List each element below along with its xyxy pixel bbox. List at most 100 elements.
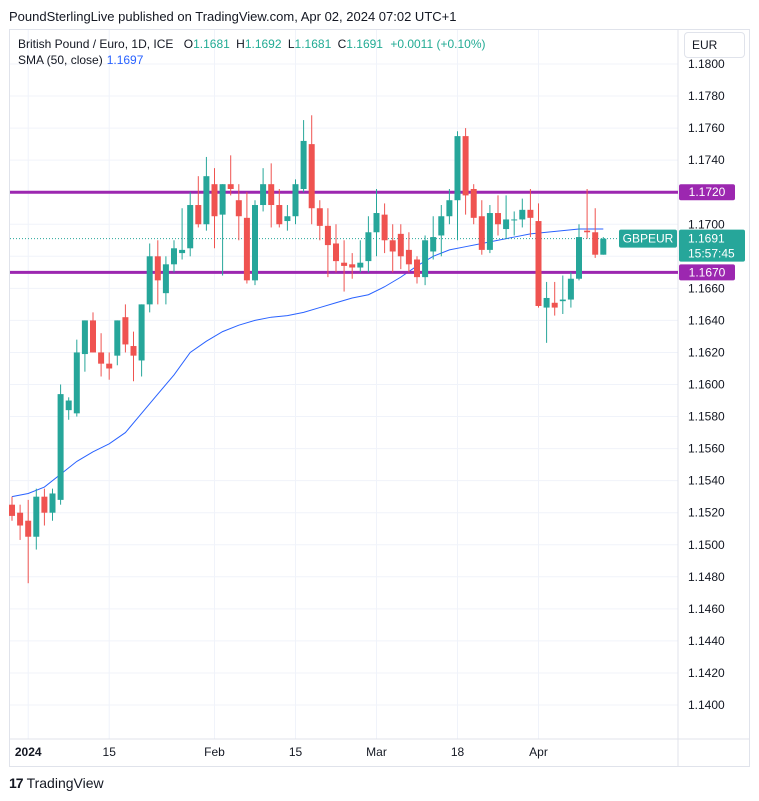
high-value: 1.1692 — [244, 37, 282, 51]
candle-body — [462, 136, 469, 196]
y-tick-label: 1.1580 — [688, 410, 725, 424]
x-axis: 2024 15 Feb 15 Mar 18 Apr — [15, 745, 548, 759]
candle-body — [114, 320, 121, 356]
y-tick-label: 1.1480 — [688, 570, 725, 584]
level-price-tag — [679, 264, 735, 281]
candle-body — [179, 249, 186, 254]
y-tick-label: 1.1760 — [688, 121, 725, 135]
candle-body — [503, 219, 510, 230]
candle-body — [171, 248, 177, 265]
candle-body — [17, 512, 24, 526]
candle-body — [527, 209, 534, 218]
x-tick-label: 15 — [289, 745, 303, 759]
candle-body — [430, 237, 437, 252]
candle-body — [341, 262, 348, 266]
publisher-line: PoundSterlingLive published on TradingVi… — [9, 9, 457, 24]
low-value: 1.1681 — [294, 37, 332, 51]
candle-body — [511, 219, 518, 221]
candle-body — [9, 504, 15, 516]
candle-body — [414, 259, 420, 278]
close-value: 1.1691 — [346, 37, 383, 51]
high-label: H — [236, 37, 245, 51]
candle-body — [138, 304, 145, 361]
last-price-label: 1.1691 — [688, 232, 725, 246]
tradingview-logo-icon: 17 — [9, 775, 24, 791]
symbol-badge — [619, 229, 677, 248]
y-tick-label: 1.1700 — [688, 217, 725, 231]
candle-body — [146, 256, 153, 305]
candle-body — [227, 184, 234, 189]
grid-lines — [10, 30, 678, 739]
candle-body — [446, 200, 453, 217]
candle-body — [357, 262, 364, 268]
axis-separators — [10, 30, 749, 766]
tradingview-brand: TradingView — [26, 775, 104, 791]
sma-label: SMA (50, close) — [18, 53, 103, 67]
x-tick-label: 18 — [451, 745, 465, 759]
y-tick-label: 1.1560 — [688, 442, 725, 456]
candle-body — [495, 213, 501, 225]
candle-body — [98, 352, 105, 364]
x-tick-label: Apr — [529, 745, 548, 759]
y-tick-label: 1.1620 — [688, 345, 725, 359]
candle-body — [154, 256, 161, 281]
candle-body — [162, 264, 169, 294]
y-tick-label: 1.1780 — [688, 89, 725, 103]
candle-body — [65, 400, 72, 411]
tradingview-logo[interactable]: 17 TradingView — [9, 775, 104, 791]
candle-body — [211, 184, 218, 217]
candle-body — [567, 278, 574, 300]
y-tick-label: 1.1660 — [688, 281, 725, 295]
candle-body — [130, 346, 137, 356]
candle-body — [397, 233, 404, 257]
candle-body — [478, 216, 485, 250]
level-price-label: 1.1720 — [689, 185, 726, 199]
y-tick-label: 1.1800 — [688, 57, 725, 71]
y-axis: 1.18001.17801.17601.17401.17201.17001.16… — [688, 57, 725, 712]
sma-row: SMA (50, close) 1.1697 — [18, 52, 486, 68]
candle-body — [422, 240, 429, 278]
last-price-tag — [679, 229, 745, 262]
candle-body — [81, 320, 88, 355]
open-value: 1.1681 — [193, 37, 230, 51]
candle-body — [252, 205, 258, 281]
candle-body — [405, 249, 412, 265]
candle-body — [576, 237, 582, 279]
chart-frame — [9, 29, 750, 767]
x-tick-label: 15 — [103, 745, 117, 759]
y-tick-label: 1.1640 — [688, 313, 725, 327]
candle-body — [284, 216, 291, 222]
candle-body — [41, 496, 48, 513]
level-price-label: 1.1670 — [689, 265, 726, 279]
candle-body — [276, 205, 283, 225]
y-tick-label: 1.1400 — [688, 698, 725, 712]
candle-body — [559, 299, 566, 302]
candle-body — [25, 520, 32, 537]
candle-body — [292, 184, 299, 217]
candle-body — [349, 264, 356, 268]
y-tick-label: 1.1500 — [688, 538, 725, 552]
candle-body — [333, 243, 339, 262]
candle-body — [600, 238, 607, 255]
candle-body — [365, 232, 372, 262]
currency-button[interactable]: EUR — [684, 32, 745, 58]
candle-body — [260, 184, 267, 206]
change-value: +0.0011 (+0.10%) — [390, 37, 486, 51]
candle-body — [584, 230, 591, 233]
candle-body — [243, 217, 250, 281]
x-tick-label: 2024 — [15, 745, 42, 759]
candle-body — [49, 493, 56, 513]
candle-body — [90, 320, 96, 353]
candle-body — [324, 225, 331, 246]
candle-body — [535, 221, 542, 306]
sma-layer — [10, 228, 678, 498]
x-tick-label: Feb — [204, 745, 225, 759]
sma-value: 1.1697 — [106, 53, 144, 67]
y-tick-label: 1.1420 — [688, 666, 725, 680]
candle-body — [592, 232, 599, 255]
candle-body — [543, 297, 550, 308]
candle-body — [373, 213, 380, 233]
close-label: C — [337, 37, 347, 51]
candle-body — [235, 200, 242, 217]
